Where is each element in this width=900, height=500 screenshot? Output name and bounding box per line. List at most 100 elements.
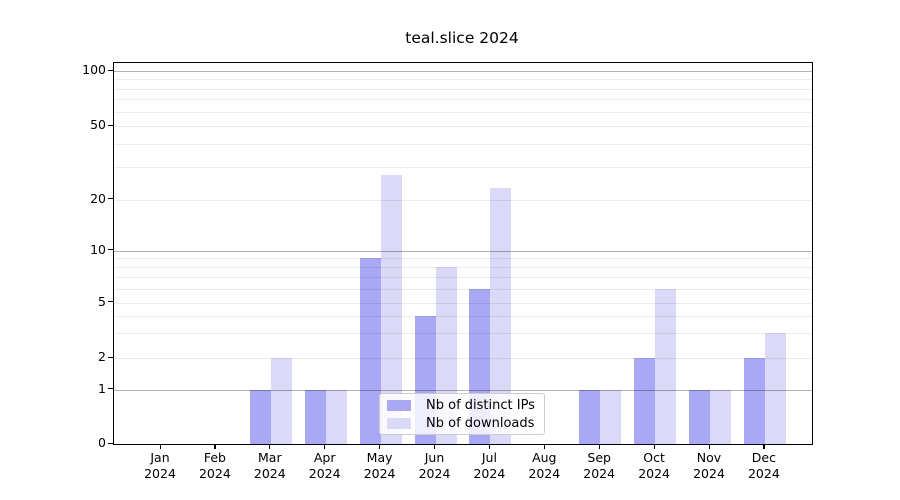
x-axis-year-text: 2024 bbox=[253, 465, 286, 481]
x-axis-month-text: May bbox=[366, 450, 393, 465]
gridline-50 bbox=[114, 126, 812, 127]
bar-mar-downloads bbox=[270, 358, 292, 444]
x-axis-tick-label-feb: Feb 2024 bbox=[185, 450, 245, 481]
x-axis-tick-mark bbox=[543, 444, 545, 449]
x-axis-year-text: 2024 bbox=[583, 465, 616, 481]
chart-title: teal.slice 2024 bbox=[405, 29, 519, 47]
gridline-70 bbox=[114, 99, 812, 101]
x-axis-tick-mark bbox=[379, 444, 381, 449]
y-axis-tick-mark bbox=[108, 249, 113, 251]
y-axis-tick-label-2: 2 bbox=[98, 349, 106, 364]
x-axis-year-text: 2024 bbox=[528, 465, 561, 481]
x-axis-tick-label-mar: Mar 2024 bbox=[240, 450, 300, 481]
bar-sep-downloads bbox=[600, 389, 622, 444]
x-axis-month-text: Oct bbox=[643, 450, 665, 465]
x-axis-year-text: 2024 bbox=[638, 465, 670, 481]
x-axis-tick-label-jan: Jan 2024 bbox=[130, 450, 190, 481]
y-axis-tick-mark bbox=[108, 356, 113, 358]
x-axis-month-text: Aug bbox=[532, 450, 557, 465]
legend-swatch-downloads bbox=[387, 417, 411, 429]
x-axis-year-text: 2024 bbox=[747, 465, 780, 481]
legend-label-downloads: Nb of downloads bbox=[426, 415, 535, 431]
x-axis-tick-label-may: May 2024 bbox=[350, 450, 410, 481]
x-axis-year-text: 2024 bbox=[473, 465, 506, 481]
gridline-30 bbox=[114, 166, 812, 168]
legend-row-ips: Nb of distinct IPs bbox=[387, 398, 537, 413]
bar-sep-ips bbox=[579, 389, 601, 444]
y-axis-tick-mark bbox=[108, 388, 113, 390]
x-axis-tick-mark bbox=[269, 444, 271, 449]
legend-row-downloads: Nb of downloads bbox=[387, 416, 537, 431]
y-axis-tick-mark bbox=[108, 124, 113, 126]
x-axis-tick-mark bbox=[159, 444, 161, 449]
x-axis-month-text: Mar bbox=[258, 450, 282, 465]
x-axis-year-text: 2024 bbox=[144, 465, 176, 481]
x-axis-year-text: 2024 bbox=[198, 465, 231, 481]
x-axis-month-text: Jul bbox=[481, 450, 497, 465]
x-axis-tick-mark bbox=[763, 444, 765, 449]
x-axis-month-text: Nov bbox=[696, 450, 722, 465]
x-axis-tick-mark bbox=[653, 444, 655, 449]
gridline-80 bbox=[114, 88, 812, 90]
x-axis-tick-mark bbox=[214, 444, 216, 449]
x-axis-tick-label-dec: Dec 2024 bbox=[734, 450, 794, 481]
y-axis-tick-mark bbox=[108, 301, 113, 303]
x-axis-month-text: Feb bbox=[203, 450, 226, 465]
y-axis-tick-mark bbox=[108, 69, 113, 71]
gridline-100 bbox=[114, 71, 812, 72]
bar-oct-ips bbox=[634, 358, 656, 444]
x-axis-year-text: 2024 bbox=[308, 465, 341, 481]
y-axis-tick-mark bbox=[108, 198, 113, 200]
x-axis-tick-label-oct: Oct 2024 bbox=[624, 450, 684, 481]
x-axis-month-text: Jan bbox=[150, 450, 170, 465]
x-axis-tick-mark bbox=[598, 444, 600, 449]
gridline-9 bbox=[114, 258, 812, 260]
x-axis-tick-label-sep: Sep 2024 bbox=[569, 450, 629, 481]
x-axis-year-text: 2024 bbox=[418, 465, 451, 481]
x-axis-tick-mark bbox=[324, 444, 326, 449]
bar-dec-ips bbox=[743, 358, 765, 444]
gridline-3 bbox=[114, 333, 812, 335]
x-axis-month-text: Jun bbox=[424, 450, 445, 465]
bar-dec-downloads bbox=[764, 333, 786, 444]
x-axis-year-text: 2024 bbox=[693, 465, 725, 481]
x-axis-tick-mark bbox=[434, 444, 436, 449]
gridline-90 bbox=[114, 79, 812, 81]
legend-label-ips: Nb of distinct IPs bbox=[426, 397, 535, 413]
y-axis-tick-label-0: 0 bbox=[98, 435, 106, 450]
x-axis-year-text: 2024 bbox=[363, 465, 396, 481]
y-axis-tick-label-1: 1 bbox=[98, 380, 106, 396]
x-axis-tick-label-nov: Nov 2024 bbox=[679, 450, 739, 481]
x-axis-month-text: Apr bbox=[313, 450, 336, 465]
gridline-7 bbox=[114, 277, 812, 279]
x-axis-tick-mark bbox=[708, 444, 710, 449]
gridline-8 bbox=[114, 267, 812, 269]
plot-area bbox=[113, 62, 813, 445]
bar-apr-ips bbox=[304, 389, 326, 444]
gridline-4 bbox=[114, 316, 812, 318]
y-axis-tick-label-50: 50 bbox=[90, 117, 106, 132]
gridline-2 bbox=[114, 358, 812, 359]
gridline-5 bbox=[114, 302, 812, 304]
y-axis-tick-label-20: 20 bbox=[90, 190, 106, 206]
bar-oct-downloads bbox=[655, 288, 677, 444]
y-axis-tick-label-5: 5 bbox=[98, 293, 106, 309]
bar-nov-downloads bbox=[710, 389, 731, 444]
gridline-40 bbox=[114, 143, 812, 145]
bar-jul-downloads bbox=[490, 188, 512, 444]
bar-may-downloads bbox=[380, 175, 402, 444]
gridline-6 bbox=[114, 288, 812, 290]
legend-swatch-ips bbox=[387, 399, 411, 411]
x-axis-tick-label-jun: Jun 2024 bbox=[405, 450, 465, 481]
x-axis-tick-mark bbox=[488, 444, 491, 449]
x-axis-tick-label-apr: Apr 2024 bbox=[295, 450, 355, 481]
bar-may-ips bbox=[359, 258, 381, 444]
gridline-10 bbox=[114, 250, 812, 252]
bar-mar-ips bbox=[249, 389, 271, 444]
y-axis-tick-label-100: 100 bbox=[82, 62, 106, 77]
x-axis-month-text: Sep bbox=[587, 450, 611, 465]
x-axis-month-text: Dec bbox=[751, 450, 776, 465]
x-axis-tick-label-aug: Aug 2024 bbox=[514, 450, 574, 481]
gridline-60 bbox=[114, 111, 812, 113]
